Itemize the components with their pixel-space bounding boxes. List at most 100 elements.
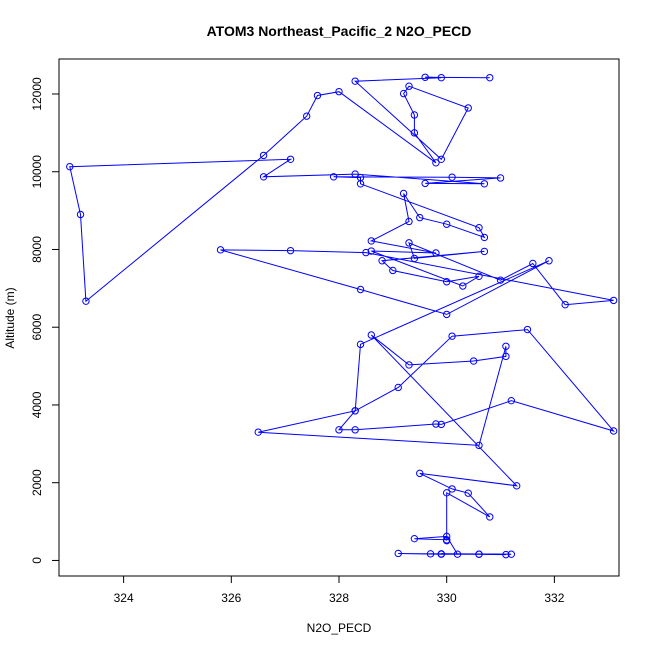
x-tick-label: 328	[329, 591, 349, 605]
data-point	[459, 282, 467, 290]
y-tick-label: 6000	[30, 314, 44, 341]
data-point	[416, 469, 424, 478]
data-point	[442, 278, 451, 286]
data-point	[469, 357, 478, 365]
data-point	[378, 257, 386, 265]
data-point	[464, 104, 472, 112]
data-point	[523, 325, 532, 334]
data-point	[362, 248, 370, 257]
data-point	[502, 342, 510, 350]
series-polyline	[69, 76, 616, 556]
data-point	[410, 129, 419, 137]
data-point	[286, 246, 295, 255]
data-point	[410, 254, 419, 263]
data-point	[442, 310, 451, 319]
y-tick-label: 4000	[30, 391, 44, 418]
data-point	[437, 420, 446, 429]
data-point	[351, 170, 359, 178]
data-point	[367, 247, 376, 255]
data-point	[394, 383, 402, 392]
data-point	[512, 482, 521, 490]
data-point	[426, 550, 435, 558]
data-point	[356, 180, 365, 188]
data-point	[66, 162, 74, 171]
data-point	[448, 485, 456, 493]
data-point	[259, 151, 268, 160]
data-point	[399, 189, 408, 198]
data-point	[286, 155, 295, 163]
data-point	[502, 550, 510, 559]
x-tick-label: 330	[437, 591, 457, 605]
data-point	[351, 407, 359, 415]
data-point	[416, 213, 424, 222]
data-point	[405, 361, 413, 369]
data-point	[496, 276, 505, 284]
data-point	[313, 91, 322, 100]
chart-title: ATOM3 Northeast_Pacific_2 N2O_PECD	[207, 23, 472, 39]
data-point	[421, 179, 429, 188]
data-point	[609, 296, 618, 305]
y-axis-label: Altitude (m)	[3, 287, 17, 348]
x-tick-label: 324	[114, 591, 134, 605]
data-point	[480, 180, 489, 188]
data-point	[356, 285, 365, 294]
data-point	[254, 428, 262, 436]
data-point	[475, 441, 483, 450]
data-point	[399, 89, 408, 98]
y-tick-label: 10000	[30, 155, 44, 189]
data-point	[432, 159, 440, 167]
y-tick-label: 8000	[30, 236, 44, 263]
data-point	[405, 239, 413, 247]
y-axis: 0 2000 4000 6000 8000 10000 12000	[30, 77, 60, 564]
data-point	[486, 73, 494, 82]
data-point	[259, 173, 268, 181]
data-point	[410, 534, 419, 543]
data-point	[216, 246, 225, 254]
data-point	[561, 300, 569, 309]
data-point	[437, 550, 446, 558]
data-point	[437, 155, 446, 163]
data-point	[475, 550, 483, 558]
data-point	[609, 427, 618, 435]
data-point	[486, 513, 494, 521]
data-point	[453, 550, 462, 558]
data-point	[356, 340, 365, 349]
data-point	[335, 87, 343, 96]
data-point	[502, 352, 510, 361]
x-tick-label: 332	[544, 591, 564, 605]
data-point	[448, 332, 456, 340]
data-point	[421, 73, 429, 81]
x-axis: 324 326 328 330 332	[114, 575, 565, 605]
y-tick-label: 12000	[30, 77, 44, 111]
data-point	[496, 174, 505, 182]
data-point	[442, 489, 451, 497]
data-point	[507, 550, 516, 558]
data-point	[448, 173, 456, 181]
data-point	[82, 297, 90, 305]
data-point	[76, 210, 85, 219]
data-point	[351, 426, 359, 434]
data-point	[480, 247, 489, 256]
x-axis-label: N2O_PECD	[307, 621, 372, 635]
data-point	[475, 272, 483, 280]
data-point	[507, 396, 516, 405]
data-point	[432, 420, 440, 428]
data-point	[394, 549, 402, 558]
data-point	[480, 233, 489, 242]
data-point	[405, 217, 413, 226]
data-point	[335, 426, 343, 434]
data-point	[367, 331, 376, 339]
plot-frame	[58, 58, 620, 577]
data-point	[410, 111, 419, 119]
data-point	[405, 82, 413, 90]
data-point	[529, 259, 537, 268]
data-point	[367, 237, 376, 245]
data-point	[442, 220, 451, 228]
data-point	[442, 532, 451, 541]
data-points	[66, 73, 618, 559]
data-point	[475, 224, 483, 232]
series-line	[69, 76, 616, 556]
data-point	[545, 257, 553, 265]
y-tick-label: 0	[30, 557, 44, 564]
